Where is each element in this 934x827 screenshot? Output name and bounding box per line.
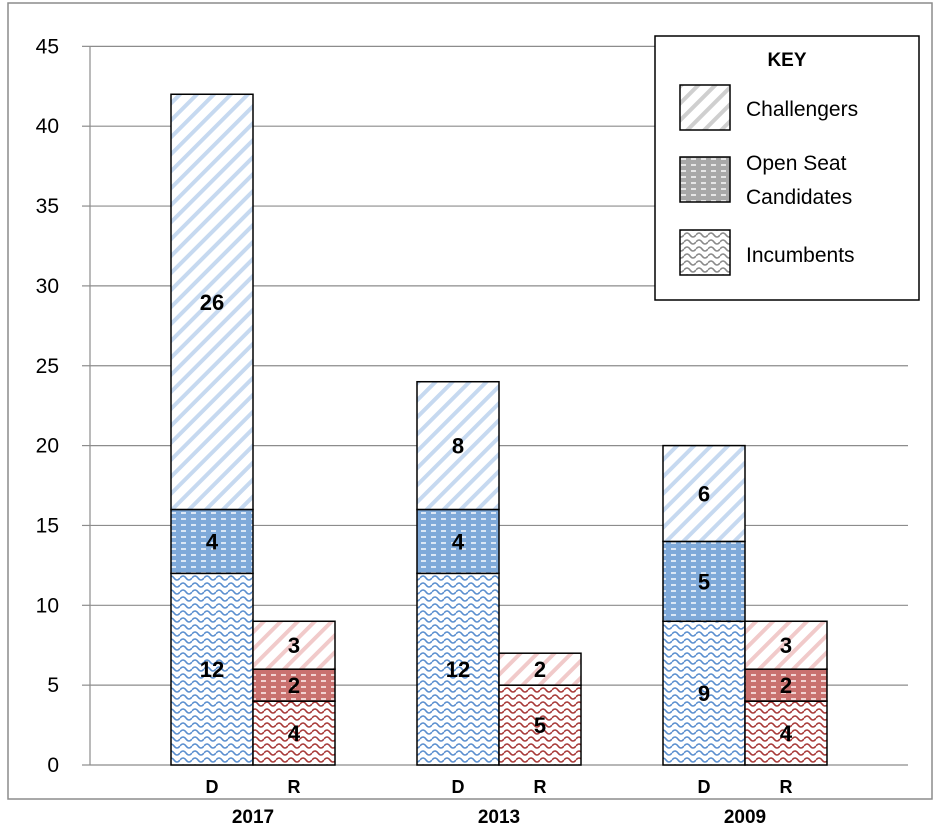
y-tick-label: 45 bbox=[36, 35, 59, 58]
party-label: D bbox=[206, 777, 219, 797]
year-label: 2017 bbox=[232, 807, 274, 827]
data-label-2017-R-open-seat: 2 bbox=[288, 673, 300, 698]
party-label: D bbox=[452, 777, 465, 797]
bar-segment-2009-R-challengers bbox=[744, 620, 828, 670]
y-tick-label: 35 bbox=[36, 195, 59, 218]
y-tick-label: 20 bbox=[36, 435, 59, 458]
bar-segment-2017-D-challengers bbox=[170, 93, 254, 511]
party-label: R bbox=[534, 777, 547, 797]
data-label-2017-D-open-seat: 4 bbox=[206, 529, 219, 554]
data-label-2013-D-incumbents: 12 bbox=[446, 657, 470, 682]
y-tick-label: 25 bbox=[36, 355, 59, 378]
bar-segment-2017-R-challengers bbox=[252, 620, 336, 670]
legend-label-open-seat-line1: Open Seat bbox=[746, 152, 847, 175]
legend-label-incumbents: Incumbents bbox=[746, 244, 855, 267]
bar-segment-2013-R-challengers bbox=[498, 652, 582, 686]
y-tick-label: 40 bbox=[36, 115, 59, 138]
chart-frame bbox=[7, 2, 933, 800]
data-label-2009-D-incumbents: 9 bbox=[698, 681, 710, 706]
y-tick-label: 10 bbox=[36, 594, 59, 617]
legend-swatch-challengers bbox=[679, 84, 731, 131]
data-label-2013-R-challengers: 2 bbox=[534, 657, 546, 682]
bar-segment-2013-D-open-seat bbox=[416, 508, 500, 575]
bar-segment-2013-D-incumbents bbox=[416, 572, 500, 766]
data-label-2009-R-challengers: 3 bbox=[780, 633, 792, 658]
y-tick-label: 15 bbox=[36, 514, 59, 537]
legend-swatch-incumbents bbox=[679, 229, 731, 276]
data-label-2009-D-open-seat: 5 bbox=[698, 569, 710, 594]
legend-label-open-seat-line2: Candidates bbox=[746, 186, 852, 209]
data-label-2013-D-challengers: 8 bbox=[452, 434, 464, 459]
bars: 12 4 26 4 2 3 12 4 8 5 2 9 5 6 4 2 3 bbox=[170, 93, 828, 766]
data-label-2017-R-incumbents: 4 bbox=[288, 721, 301, 746]
bar-segment-2009-D-incumbents bbox=[662, 620, 746, 766]
legend: KEY Challengers Open Seat Candidates Inc… bbox=[654, 35, 920, 301]
data-label-2009-D-challengers: 6 bbox=[698, 482, 710, 507]
bar-segment-2009-R-open-seat bbox=[744, 668, 828, 702]
legend-label-challengers: Challengers bbox=[746, 98, 858, 121]
data-label-2009-R-incumbents: 4 bbox=[780, 721, 793, 746]
bar-segment-2009-D-challengers bbox=[662, 444, 746, 543]
legend-title: KEY bbox=[767, 50, 806, 71]
year-label: 2013 bbox=[478, 807, 520, 827]
bar-segment-2013-D-challengers bbox=[416, 380, 500, 511]
x-axis-labels: D R 2017 D R 2013 D R 2009 bbox=[206, 777, 793, 827]
year-label: 2009 bbox=[724, 807, 766, 827]
party-label: R bbox=[780, 777, 793, 797]
y-tick-label: 0 bbox=[47, 754, 59, 777]
data-label-2017-D-challengers: 26 bbox=[200, 290, 224, 315]
y-tick-label: 30 bbox=[36, 275, 59, 298]
data-label-2013-R-incumbents: 5 bbox=[534, 713, 546, 738]
data-label-2017-R-challengers: 3 bbox=[288, 633, 300, 658]
legend-swatch-open-seat bbox=[679, 156, 731, 203]
data-label-2013-D-open-seat: 4 bbox=[452, 529, 465, 554]
party-label: D bbox=[698, 777, 711, 797]
y-tick-label: 5 bbox=[47, 674, 59, 697]
data-label-2017-D-incumbents: 12 bbox=[200, 657, 224, 682]
bar-segment-2017-R-open-seat bbox=[252, 668, 336, 702]
party-label: R bbox=[288, 777, 301, 797]
y-axis-ticks: 0 5 10 15 20 25 30 35 40 45 bbox=[36, 35, 59, 777]
bar-segment-2009-R-incumbents bbox=[744, 700, 828, 766]
data-label-2009-R-open-seat: 2 bbox=[780, 673, 792, 698]
